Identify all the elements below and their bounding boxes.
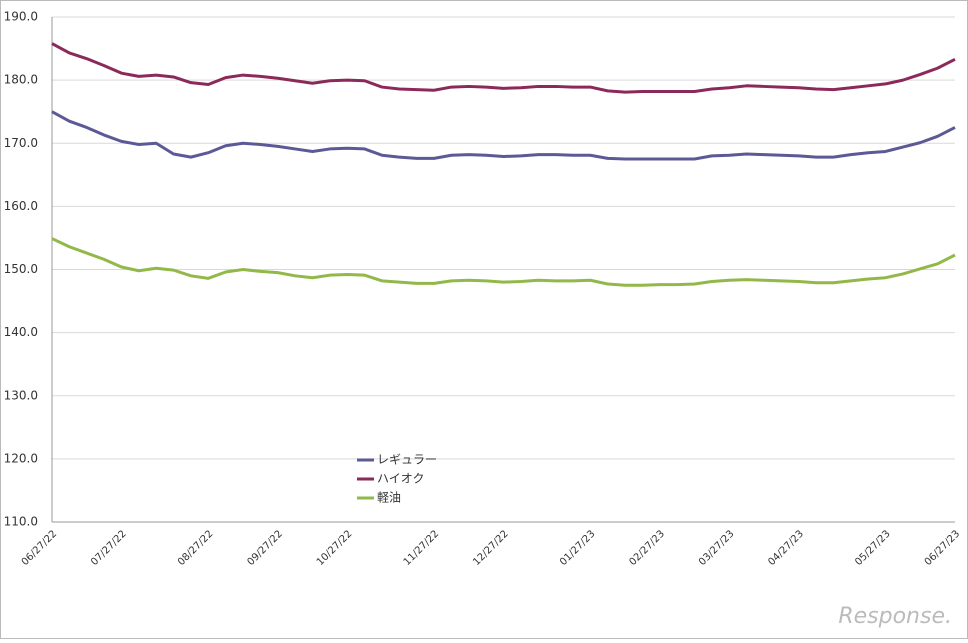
y-tick-label: 150.0: [4, 262, 38, 276]
y-tick-label: 180.0: [4, 73, 38, 87]
series-line: [51, 42, 956, 94]
y-tick-label: 190.0: [4, 10, 38, 24]
y-tick-label: 120.0: [4, 451, 38, 465]
y-tick-label: 170.0: [4, 136, 38, 150]
y-tick-label: 110.0: [4, 515, 38, 529]
y-tick-label: 130.0: [4, 388, 38, 402]
series-line: [51, 237, 956, 287]
series-line: [51, 110, 956, 161]
y-tick-label: 140.0: [4, 325, 38, 339]
watermark: Response.: [838, 604, 952, 629]
legend-label: 軽油: [377, 491, 401, 505]
y-tick-label: 160.0: [4, 199, 38, 213]
legend-label: ハイオク: [377, 472, 425, 486]
legend-label: レギュラー: [377, 453, 437, 467]
